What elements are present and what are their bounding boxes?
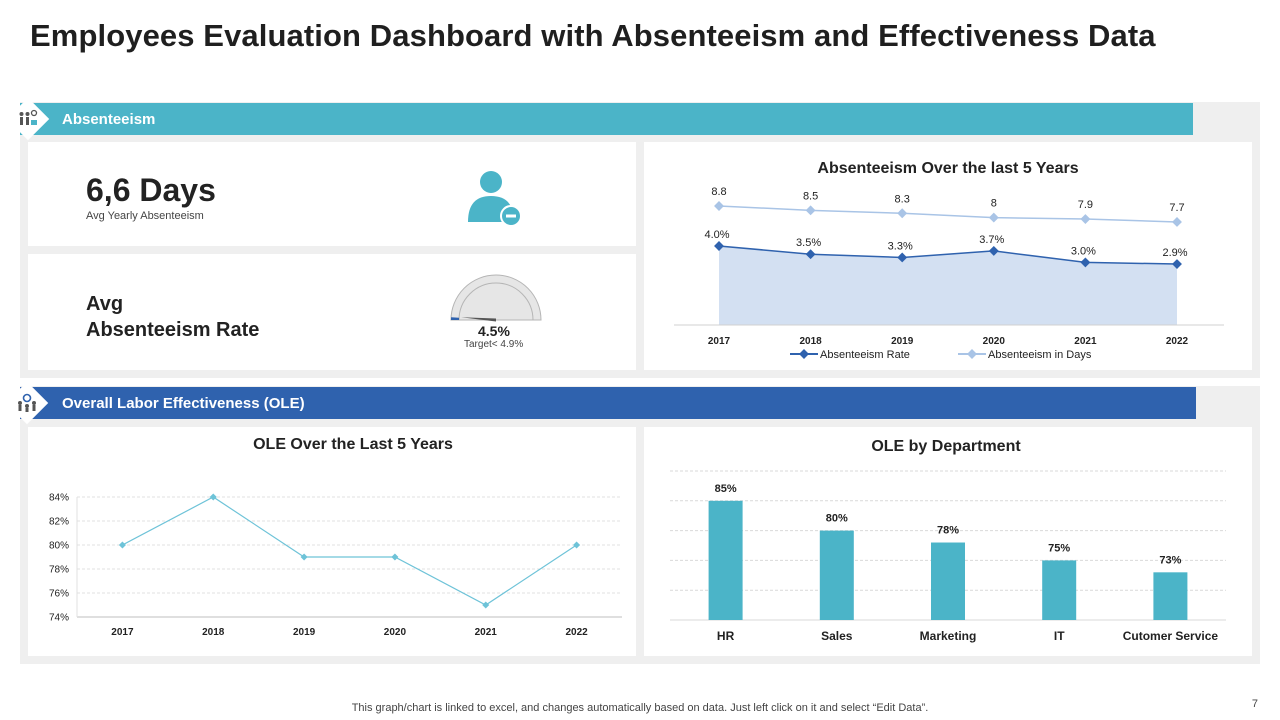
absenteeism-rate-label: 3.7% (979, 234, 1004, 246)
absenteeism-days-label: 7.7 (1169, 202, 1184, 214)
legend-rate-label: Absenteeism Rate (820, 349, 910, 361)
ole-section-bar: Overall Labor Effectiveness (OLE) (20, 387, 1196, 419)
absenteeism-x-tick: 2022 (1166, 336, 1189, 347)
absenteeism-rate-label: 4.0% (704, 229, 729, 241)
absenteeism-section-bar: Absenteeism (20, 103, 1193, 135)
ole-section-title: Overall Labor Effectiveness (OLE) (62, 394, 305, 412)
absenteeism-rate-label: 2.9% (1162, 247, 1187, 259)
absenteeism-rate-point (1172, 259, 1182, 269)
absenteeism-x-tick: 2021 (1074, 336, 1097, 347)
absenteeism-days-point (805, 205, 816, 216)
dept-category-label: Marketing (920, 629, 977, 643)
absenteeism-rate-point (714, 241, 724, 251)
ole-point (209, 493, 217, 501)
absenteeism-days-point (1172, 217, 1182, 227)
ole-dept-bar-chart: 85% HR 80% Sales 78% Marketing 75% IT 73% Cutomer… (670, 470, 1226, 643)
absenteeism-rate-label: 3.0% (1071, 245, 1096, 257)
gauge-value: 4.5% (478, 323, 510, 339)
absenteeism-line-chart: 8.8 8.5 8.3 8 7.9 7.7 4.0% 3.5% 3.3% 3.7% 3.0% 2.9%… (674, 186, 1224, 361)
dept-bar (708, 500, 743, 620)
ole-y-tick: 78% (49, 565, 69, 576)
absenteeism-rate-label: 3.3% (888, 240, 913, 252)
ole-line-chart: 74% 76% 78% 80% 82% 84% 2017 2018 2019 2020 2021 20… (49, 493, 622, 638)
ole-y-tick: 80% (49, 541, 69, 552)
gauge-target: Target< 4.9% (464, 339, 524, 350)
dept-bar-label: 78% (937, 525, 959, 537)
dept-bar-label: 85% (715, 483, 737, 495)
absenteeism-days-label: 7.9 (1078, 199, 1093, 211)
absenteeism-days-line (718, 205, 1178, 223)
team-person-icon (13, 104, 43, 134)
dept-bar-label: 73% (1159, 554, 1181, 566)
absenteeism-days-label: 8 (991, 198, 997, 210)
absenteeism-x-tick: 2018 (799, 336, 822, 347)
legend-days-marker (967, 349, 977, 359)
absenteeism-days-label: 8.5 (803, 190, 818, 202)
page-number: 7 (1251, 698, 1258, 710)
ole-line-title: OLE Over the Last 5 Years (253, 436, 453, 453)
absenteeism-rate-line (718, 245, 1178, 265)
avg-rate-label-line2: Absenteeism Rate (86, 319, 260, 341)
dept-category-label: HR (717, 629, 735, 643)
page-title: Employees Evaluation Dashboard with Abse… (30, 18, 1156, 53)
dept-bar (1042, 560, 1077, 620)
ole-point (118, 541, 126, 549)
ole-y-tick: 84% (49, 493, 69, 504)
absenteeism-section-title: Absenteeism (62, 110, 156, 128)
legend-days-label: Absenteeism in Days (988, 349, 1092, 361)
absenteeism-x-tick: 2019 (891, 336, 914, 347)
absenteeism-days-point (714, 201, 724, 211)
ole-x-tick: 2022 (565, 627, 588, 638)
absenteeism-days-point (897, 208, 908, 219)
ole-point (573, 541, 581, 549)
ole-x-tick: 2020 (384, 627, 407, 638)
absenteeism-gauge (450, 274, 542, 322)
user-minus-icon (462, 166, 526, 235)
legend-rate-marker (799, 349, 809, 359)
dept-bar-label: 80% (826, 513, 848, 525)
ole-dept-title: OLE by Department (871, 438, 1021, 455)
ole-x-tick: 2019 (293, 627, 316, 638)
avg-days-card (28, 142, 636, 246)
dept-bar-label: 75% (1048, 542, 1070, 554)
ole-point (391, 553, 399, 561)
absenteeism-days-label: 8.3 (895, 193, 910, 205)
ole-point (300, 553, 308, 561)
dept-category-label: IT (1054, 629, 1065, 643)
gauge-track (450, 274, 542, 321)
ole-x-tick: 2017 (111, 627, 134, 638)
dept-category-label: Sales (821, 629, 853, 643)
absenteeism-x-tick: 2020 (983, 336, 1006, 347)
ole-point (482, 601, 490, 609)
avg-days-value: 6,6 Days (86, 172, 216, 208)
ole-x-tick: 2018 (202, 627, 225, 638)
absenteeism-days-point (1080, 214, 1091, 224)
absenteeism-days-point (988, 212, 999, 223)
dept-bar (819, 530, 854, 620)
ole-y-tick: 74% (49, 613, 69, 624)
avg-rate-label: Avg Absenteeism Rate (86, 291, 259, 343)
footer-note: This graph/chart is linked to excel, and… (351, 702, 929, 714)
absenteeism-rate-point (1080, 257, 1091, 268)
absenteeism-rate-point (988, 245, 999, 256)
absenteeism-rate-point (805, 249, 816, 260)
avg-rate-label-line1: Avg (86, 293, 124, 315)
dept-bar (931, 542, 965, 620)
ole-line (122, 496, 577, 606)
gauge-fill (451, 317, 460, 320)
ole-y-tick: 76% (49, 589, 69, 600)
ole-x-tick: 2021 (475, 627, 498, 638)
absenteeism-chart-title: Absenteeism Over the last 5 Years (817, 160, 1079, 177)
absenteeism-days-label: 8.8 (711, 186, 726, 198)
ole-y-tick: 82% (49, 517, 69, 528)
absenteeism-x-tick: 2017 (708, 336, 731, 347)
dept-category-label: Cutomer Service (1123, 629, 1219, 643)
team-gear-icon (12, 388, 42, 418)
absenteeism-rate-label: 3.5% (796, 237, 821, 249)
dept-bar (1153, 572, 1188, 620)
avg-days-label: Avg Yearly Absenteeism (86, 210, 204, 222)
absenteeism-rate-area (719, 246, 1177, 325)
